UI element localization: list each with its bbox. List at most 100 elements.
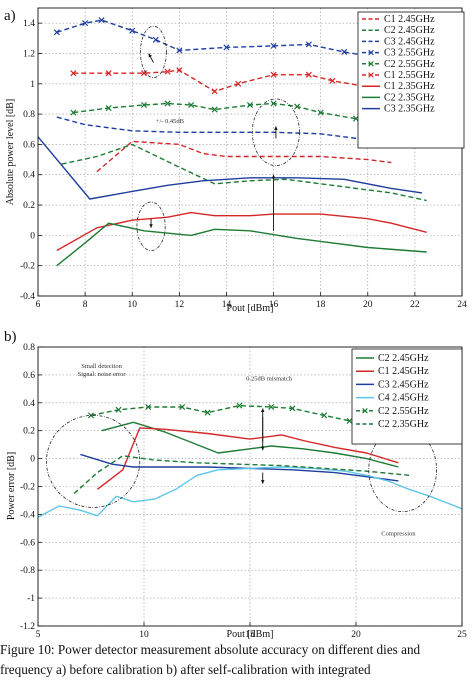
data-point-marker — [305, 71, 312, 78]
series-group — [70, 67, 395, 98]
series-group — [61, 143, 427, 202]
data-point-marker — [53, 29, 60, 36]
y-tick-label: 1 — [30, 80, 35, 90]
plot-frame — [37, 7, 463, 297]
series-line — [73, 102, 392, 127]
x-axis-label: Pout [dBm] — [227, 629, 274, 640]
series-group — [80, 453, 399, 482]
y-tick-label: 1.2 — [23, 49, 35, 59]
series-line — [56, 222, 427, 267]
annotation-ellipse — [136, 201, 166, 251]
y-tick-label: 0.2 — [23, 201, 35, 211]
y-tick-label: 0.6 — [23, 371, 35, 381]
data-point-marker — [270, 100, 277, 107]
data-point-marker — [176, 67, 183, 74]
series-line — [96, 427, 399, 490]
y-tick-label: 1.4 — [23, 19, 35, 29]
annotation-text-line: Compression — [381, 530, 416, 537]
series-group — [56, 211, 427, 252]
series-line — [80, 453, 399, 482]
legend-entry: C3 2.45GHz — [378, 379, 429, 390]
series-group — [96, 140, 392, 173]
annotation-arrowhead — [274, 126, 278, 130]
annotation-arrowhead — [148, 53, 152, 58]
annotation-ellipse — [46, 414, 141, 508]
data-point-marker — [235, 80, 242, 87]
annotation-text: Compression — [381, 530, 416, 537]
y-tick-label: -0.8 — [20, 566, 35, 576]
x-tick-label: 16 — [269, 300, 279, 310]
annotation-arrowhead — [260, 480, 265, 484]
y-tick-label: -0.2 — [20, 262, 35, 272]
series-group — [96, 427, 399, 490]
data-point-marker — [211, 106, 218, 113]
x-axis-label: Pout [dBm] — [227, 303, 274, 314]
annotation-text: 0.25dB mismatch — [246, 375, 293, 382]
data-point-marker — [176, 47, 183, 54]
x-tick-label: 10 — [127, 300, 137, 310]
legend-marker — [368, 49, 374, 56]
data-point-marker — [129, 27, 136, 34]
annotation-arrowhead — [260, 446, 265, 451]
legend-marker — [368, 61, 374, 67]
y-tick-label: 0.2 — [23, 427, 35, 437]
caption-line: frequency a) before calibration b) after… — [0, 662, 371, 677]
y-tick-label: -1.2 — [20, 622, 35, 632]
data-point-marker — [188, 101, 195, 109]
data-point-marker — [179, 403, 186, 411]
legend-entry: C2 2.55GHz — [384, 59, 435, 70]
x-tick-label: 14 — [222, 300, 232, 310]
series-line — [61, 143, 427, 202]
y-axis-label: Absolute power level [dB] — [5, 99, 16, 205]
data-point-marker — [270, 71, 277, 78]
series-line — [96, 140, 392, 173]
legend-marker — [368, 72, 374, 78]
y-tick-label: 0.8 — [23, 343, 35, 353]
y-tick-label: -0.4 — [20, 292, 35, 302]
x-tick-label: 5 — [36, 630, 41, 640]
chart-panel: +/- 0.45dB 6 8 10 12 14 16 18 20 22 24 -0.4 -0.2 0 0.2… — [4, 7, 467, 314]
annotation-arrowhead — [260, 408, 265, 412]
x-tick-label: 18 — [316, 300, 326, 310]
y-tick-label: 0.4 — [23, 171, 35, 181]
series-group — [70, 100, 395, 130]
data-point-marker — [270, 42, 277, 49]
y-tick-label: -1 — [27, 594, 35, 604]
data-point-marker — [294, 103, 301, 110]
data-point-marker — [268, 403, 275, 411]
data-point-marker — [211, 88, 218, 95]
data-point-marker — [341, 48, 348, 55]
data-point-marker — [115, 406, 122, 413]
legend-entry: C3 2.45GHz — [384, 36, 435, 47]
y-tick-label: -0.4 — [20, 510, 35, 520]
annotation-text-line: Small detection — [81, 363, 122, 370]
data-point-marker — [98, 17, 105, 24]
data-point-marker — [145, 403, 152, 411]
x-tick-label: 12 — [175, 300, 185, 310]
y-tick-label: -0.2 — [20, 483, 35, 493]
x-tick-label: 15 — [245, 630, 255, 640]
annotation-text-line: +/- 0.45dB — [156, 118, 185, 125]
y-axis-label: Power error [dB] — [6, 452, 17, 520]
annotation-text-line: Signal: noise error — [78, 371, 127, 378]
legend-entry: C3 2.55GHz — [384, 48, 435, 59]
legend-entry: C2 2.45GHz — [378, 353, 429, 364]
chart-panel: Small detection Signal: noise error 0.25dB… — [4, 329, 467, 640]
series-line — [56, 116, 427, 149]
annotation-arrowhead — [271, 174, 276, 179]
annotation-text-line: 0.25dB mismatch — [246, 375, 293, 382]
figure-caption: Figure 10: Power detector measurement ab… — [0, 640, 474, 680]
data-point-marker — [246, 101, 254, 109]
data-point-marker — [289, 405, 296, 412]
legend-entry: C1 2.35GHz — [384, 81, 435, 92]
data-point-marker — [82, 20, 89, 27]
series-line — [38, 136, 423, 200]
data-point-marker — [305, 41, 312, 48]
caption-line: Figure 10: Power detector measurement ab… — [0, 642, 421, 657]
x-tick-label: 22 — [410, 300, 420, 310]
legend-marker — [362, 408, 368, 414]
data-point-marker — [105, 105, 112, 112]
y-tick-label: 0 — [30, 231, 35, 241]
annotation-ellipse — [140, 25, 167, 79]
